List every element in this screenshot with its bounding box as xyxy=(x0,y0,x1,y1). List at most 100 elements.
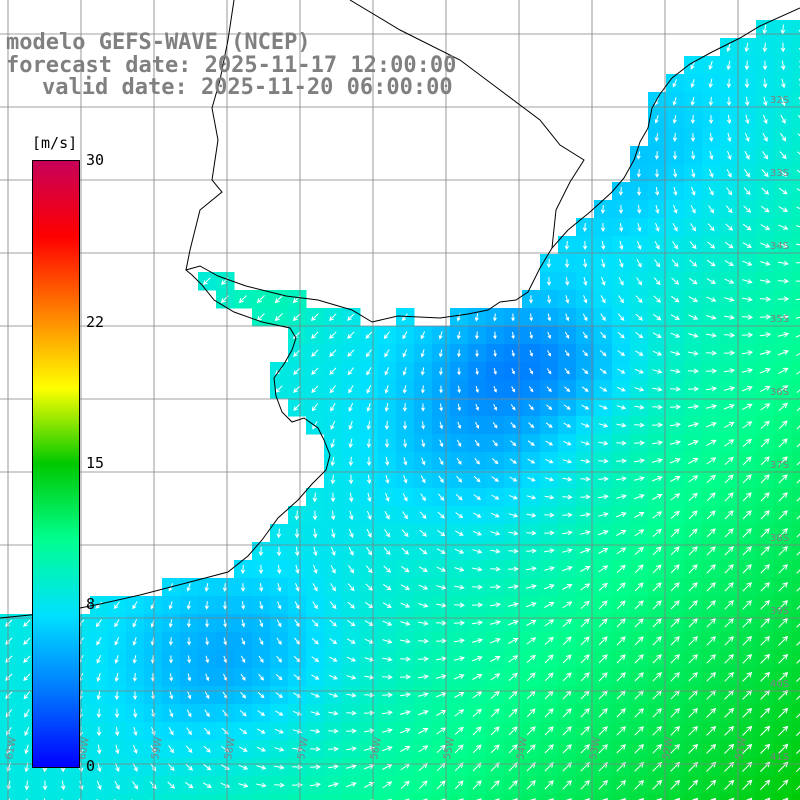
wind-arrow xyxy=(544,619,555,627)
wind-arrow xyxy=(327,782,339,788)
wind-arrow xyxy=(240,564,246,575)
wind-arrow xyxy=(762,78,768,89)
wind-arrow xyxy=(399,710,411,716)
wind-arrow xyxy=(778,617,789,628)
wind-arrow xyxy=(5,655,13,663)
wind-speed-cell xyxy=(594,794,613,800)
wind-arrow xyxy=(688,636,698,646)
wind-arrow xyxy=(329,601,337,610)
wind-arrow xyxy=(778,743,789,754)
wind-arrow xyxy=(760,707,771,718)
wind-arrow xyxy=(366,438,372,449)
wind-arrow xyxy=(238,764,249,770)
wind-arrow xyxy=(562,530,573,536)
wind-arrow xyxy=(186,709,192,718)
wind-arrow xyxy=(312,528,318,539)
wind-arrow xyxy=(509,458,517,464)
wind-arrow xyxy=(618,276,624,286)
wind-arrow xyxy=(439,421,444,430)
wind-arrow xyxy=(635,295,643,304)
wind-arrow xyxy=(493,367,497,375)
wind-arrow xyxy=(473,494,482,501)
wind-arrow xyxy=(401,529,409,538)
wind-speed-cell xyxy=(486,794,505,800)
longitude-label: 53W xyxy=(588,736,603,760)
wind-arrow xyxy=(399,674,412,680)
wind-arrow xyxy=(706,725,717,736)
colorbar-tick-label: 8 xyxy=(86,595,96,614)
wind-arrow xyxy=(706,582,716,592)
wind-arrow xyxy=(724,314,735,320)
wind-speed-cell xyxy=(720,794,739,800)
wind-arrow xyxy=(348,402,354,412)
wind-arrow xyxy=(616,386,626,392)
wind-speed-cell xyxy=(666,794,685,800)
wind-arrow xyxy=(348,565,355,574)
wind-speed-cell xyxy=(792,236,800,255)
wind-arrow xyxy=(114,672,119,683)
wind-arrow xyxy=(223,655,228,664)
wind-arrow xyxy=(724,296,735,302)
wind-arrow xyxy=(346,675,357,680)
wind-arrow xyxy=(760,528,770,538)
wind-arrow xyxy=(636,151,641,160)
wind-arrow xyxy=(598,494,609,500)
wind-arrow xyxy=(598,530,609,536)
wind-arrow xyxy=(797,133,800,140)
wind-arrow xyxy=(760,725,771,736)
wind-arrow xyxy=(275,710,284,716)
wind-arrow xyxy=(689,241,697,250)
wind-arrow xyxy=(382,781,393,789)
wind-arrow xyxy=(471,638,484,644)
wind-arrow xyxy=(420,367,425,376)
wind-arrow xyxy=(167,763,175,772)
wind-arrow xyxy=(760,492,770,502)
wind-speed-cell xyxy=(792,146,800,165)
wind-arrow xyxy=(418,780,428,790)
wind-arrow xyxy=(690,78,695,88)
wind-arrow xyxy=(348,385,354,394)
wind-arrow xyxy=(724,492,734,502)
wind-arrow xyxy=(544,602,555,608)
wind-speed-cells xyxy=(0,20,800,800)
wind-arrow xyxy=(652,369,663,374)
wind-arrow xyxy=(652,350,663,356)
wind-arrow xyxy=(439,385,443,394)
wind-arrow xyxy=(114,654,119,664)
wind-arrow xyxy=(619,222,624,233)
wind-arrow xyxy=(23,673,31,681)
wind-arrow xyxy=(259,583,264,592)
wind-arrow xyxy=(598,726,608,736)
wind-arrow xyxy=(742,278,753,284)
wind-arrow xyxy=(309,782,322,788)
wind-arrow xyxy=(438,457,444,466)
wind-arrow xyxy=(796,497,800,502)
wind-arrow xyxy=(598,636,608,646)
colorbar-tick-label: 30 xyxy=(86,151,105,169)
wind-arrow xyxy=(401,565,410,573)
axis-labels: 61W60W59W58W57W56W55W54W53W52W51W50W32S3… xyxy=(4,95,789,763)
wind-arrow xyxy=(691,168,696,178)
wind-arrow xyxy=(725,205,733,214)
wind-arrow xyxy=(348,456,354,467)
wind-arrow xyxy=(780,24,786,35)
wind-arrow xyxy=(421,403,426,412)
wind-arrow xyxy=(544,584,555,590)
wind-arrow xyxy=(654,240,660,250)
wind-arrow xyxy=(796,695,800,700)
wind-arrow xyxy=(382,602,392,608)
wind-arrow xyxy=(690,60,696,70)
wind-arrow xyxy=(562,494,573,500)
wind-arrow xyxy=(691,186,696,196)
wind-arrow xyxy=(796,641,800,646)
wind-arrow xyxy=(598,565,609,573)
wind-speed-cell xyxy=(576,794,595,800)
wind-arrow xyxy=(546,368,552,375)
wind-arrow xyxy=(742,779,753,790)
wind-arrow xyxy=(437,511,445,519)
wind-arrow xyxy=(655,204,660,214)
wind-arrow xyxy=(580,780,590,790)
wind-arrow xyxy=(760,779,771,790)
wind-arrow xyxy=(706,671,717,682)
wind-arrow xyxy=(490,708,500,718)
